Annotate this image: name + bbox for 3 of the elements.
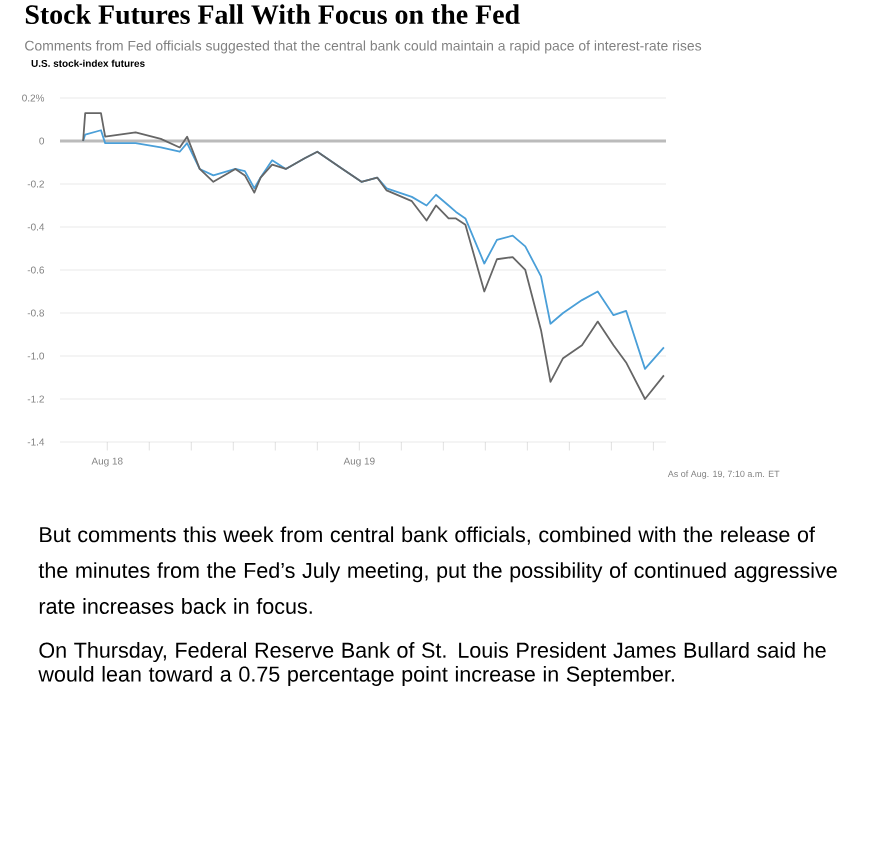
chart-title: Stock Futures Fall With Focus on the Fed	[25, 4, 520, 25]
text: But comments this week from central bank officials, combined with the release of the minutes from the Fed’s July meeting, put the possibility of continued aggressive rate increases back in focus.	[38, 526, 837, 614]
text: On Thursday, Federal Reserve Bank of St. Louis President James Bullard said he would lean toward a 0.75 percentage point increase in September.	[38, 642, 826, 687]
